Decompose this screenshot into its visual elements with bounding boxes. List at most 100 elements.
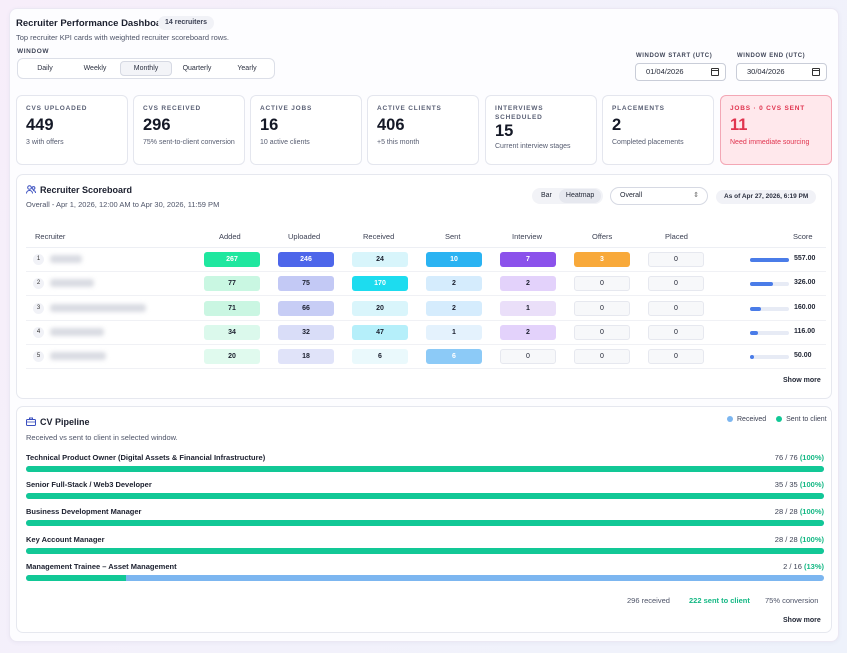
kpi-label: CVS UPLOADED — [26, 105, 88, 112]
pipeline-legend: Received Sent to client — [727, 416, 827, 423]
kpi-value: 449 — [26, 116, 54, 134]
briefcase-icon — [26, 417, 36, 426]
col-sent[interactable]: Sent — [445, 232, 461, 241]
job-ratio-value: 28 / 28 — [774, 534, 798, 544]
scoreboard-header-row: Recruiter Added Uploaded Received Sent I… — [26, 224, 826, 248]
scope-select[interactable]: Overall ⇕ — [610, 187, 708, 205]
job-ratio: 28 / 28 (100%) — [775, 507, 824, 516]
job-ratio-value: 76 / 76 — [774, 453, 798, 462]
cell-interview: 0 — [500, 349, 556, 365]
cell-sent: 1 — [426, 324, 482, 340]
pipeline-bar — [26, 466, 824, 472]
score-bar-fill — [750, 258, 789, 262]
recruiter-name-redacted — [50, 303, 146, 312]
window-option-quarterly[interactable]: Quarterly — [182, 65, 212, 72]
kpi-value: 11 — [730, 116, 748, 134]
score-bar-fill — [750, 330, 759, 335]
kpi-sub: Need immediate sourcing — [730, 139, 810, 146]
job-ratio-percent: (100%) — [799, 534, 824, 544]
window-option-weekly[interactable]: Weekly — [83, 65, 107, 72]
job-ratio: 76 / 76 (100%) — [775, 453, 824, 462]
cell-interview: 1 — [500, 300, 556, 316]
dashboard-shell: Recruiter Performance Dashboard 14 recru… — [9, 8, 839, 642]
kpi-card-cvs-uploaded: CVS UPLOADED 449 3 with offers — [16, 95, 128, 165]
window-end-label: WINDOW END (UTC) — [737, 53, 806, 59]
cell-sent: 2 — [426, 276, 482, 292]
job-name: Senior Full-Stack / Web3 Developer — [26, 480, 152, 490]
col-score[interactable]: Score — [793, 232, 813, 241]
scope-select-value: Overall — [620, 192, 643, 199]
toggle-heatmap[interactable]: Heatmap — [558, 189, 602, 203]
score-bar — [750, 258, 789, 262]
col-uploaded[interactable]: Uploaded — [288, 232, 321, 241]
kpi-sub: +5 this month — [377, 139, 420, 146]
col-recruiter[interactable]: Recruiter — [35, 232, 66, 241]
score-value: 116.00 — [794, 327, 816, 335]
cell-interview: 7 — [500, 252, 556, 267]
cell-interview: 2 — [500, 276, 556, 292]
cell-received: 6 — [352, 349, 408, 365]
calendar-icon[interactable] — [812, 68, 820, 76]
cell-uploaded: 32 — [278, 324, 334, 340]
pipeline-footer-conversion: 75% conversion — [765, 596, 819, 605]
kpi-sub: 75% sent-to-client conversion — [143, 139, 235, 146]
score-bar-fill — [750, 306, 762, 311]
pipeline-card: CV Pipeline Received vs sent to client i… — [16, 406, 832, 633]
rank-badge: 1 — [33, 254, 44, 265]
pipeline-bar — [26, 520, 824, 527]
legend-sent: Sent to client — [776, 416, 827, 423]
pipeline-show-more[interactable]: Show more — [783, 617, 821, 624]
job-name: Business Development Manager — [26, 507, 142, 517]
table-row[interactable]: 3 71 66 20 2 1 0 0 160.00 — [26, 297, 826, 321]
legend-dot-received — [727, 416, 733, 423]
table-row[interactable]: 4 34 32 47 1 2 0 0 116.00 — [26, 321, 826, 345]
pipeline-subtitle: Received vs sent to client in selected w… — [26, 433, 178, 442]
kpi-card-jobs-zero-cvs[interactable]: JOBS · 0 CVS SENT 11 Need immediate sour… — [720, 95, 832, 165]
pipeline-job: Business Development Manager 28 / 28 (100… — [26, 507, 824, 529]
cell-received: 47 — [352, 324, 408, 340]
col-offers[interactable]: Offers — [592, 232, 613, 241]
scoreboard-rows: 1 267 246 24 10 7 3 0 557.00 2 77 75 170 2 2 0 0 326.00 3 7… — [26, 248, 826, 370]
chevron-updown-icon: ⇕ — [693, 192, 699, 199]
pipeline-job-list: Technical Product Owner (Digital Assets … — [26, 453, 824, 589]
toggle-bar[interactable]: Bar — [541, 192, 552, 199]
pipeline-bar-sent — [26, 466, 824, 472]
pipeline-job: Technical Product Owner (Digital Assets … — [26, 453, 824, 475]
job-name: Management Trainee – Asset Management — [26, 561, 177, 571]
window-option-monthly[interactable]: Monthly — [120, 61, 172, 76]
kpi-sub: 10 active clients — [260, 139, 310, 146]
window-end-value: 30/04/2026 — [747, 67, 785, 76]
pipeline-footer-sent: 222 sent to client — [689, 596, 750, 605]
recruiter-name-redacted — [50, 255, 82, 263]
col-placed[interactable]: Placed — [665, 232, 688, 241]
recruiter-name-redacted — [50, 327, 104, 336]
pipeline-bar-received — [26, 574, 824, 581]
col-added[interactable]: Added — [219, 232, 241, 241]
calendar-icon[interactable] — [711, 68, 719, 76]
col-received[interactable]: Received — [363, 232, 395, 241]
window-end-input[interactable]: 30/04/2026 — [736, 63, 827, 81]
table-row[interactable]: 1 267 246 24 10 7 3 0 557.00 — [26, 248, 826, 272]
scoreboard-show-more[interactable]: Show more — [783, 377, 821, 384]
users-icon — [26, 185, 36, 194]
cell-added: 34 — [204, 324, 260, 340]
window-start-input[interactable]: 01/04/2026 — [635, 63, 726, 81]
score-bar — [750, 282, 789, 287]
kpi-sub: Current interview stages — [495, 143, 571, 150]
table-row[interactable]: 2 77 75 170 2 2 0 0 326.00 — [26, 272, 826, 297]
kpi-value: 406 — [377, 116, 405, 134]
kpi-label: INTERVIEWS SCHEDULED — [495, 105, 544, 121]
score-bar-fill — [750, 355, 754, 360]
window-option-daily[interactable]: Daily — [37, 65, 53, 72]
col-interview[interactable]: Interview — [512, 232, 543, 241]
pipeline-title: CV Pipeline — [40, 417, 90, 427]
window-label: WINDOW — [17, 48, 50, 55]
cell-placed: 0 — [648, 324, 704, 340]
table-row[interactable]: 5 20 18 6 6 0 0 0 50.00 — [26, 345, 826, 370]
cell-received: 20 — [352, 300, 408, 316]
pipeline-footer-received: 296 received — [627, 596, 670, 605]
score-value: 557.00 — [794, 255, 816, 262]
job-name: Technical Product Owner (Digital Assets … — [26, 453, 266, 462]
kpi-sub: 3 with offers — [26, 139, 64, 146]
window-option-yearly[interactable]: Yearly — [237, 65, 257, 72]
